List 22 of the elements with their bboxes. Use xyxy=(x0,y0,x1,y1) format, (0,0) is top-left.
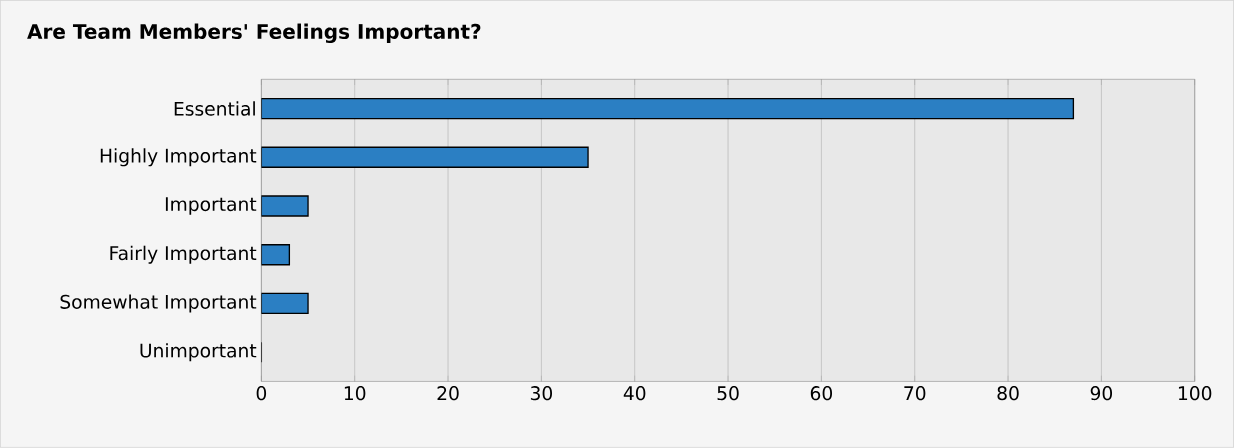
bar xyxy=(261,98,1075,120)
y-tick-label: Unimportant xyxy=(140,343,257,362)
chart-title: Are Team Members' Feelings Important? xyxy=(27,23,481,44)
bar xyxy=(261,146,589,169)
x-tick-label: 10 xyxy=(344,386,366,401)
x-tick-label: 50 xyxy=(717,386,739,401)
y-tick-label: Highly Important xyxy=(100,148,257,167)
x-tick-label: 90 xyxy=(1090,386,1113,401)
x-tick-label: 40 xyxy=(623,386,646,401)
y-tick-label: Fairly Important xyxy=(110,245,257,264)
x-tick-label: 30 xyxy=(530,386,553,401)
x-tick-label: 100 xyxy=(1178,386,1212,401)
x-tick-label: 70 xyxy=(904,386,926,401)
y-tick-label: Important xyxy=(165,197,257,215)
x-tick-label: 20 xyxy=(437,386,459,401)
x-tick-label: 80 xyxy=(997,386,1019,401)
y-tick-label: Somewhat Important xyxy=(60,294,257,313)
y-tick-label: Essential xyxy=(174,101,255,116)
x-tick-label: 0 xyxy=(256,386,267,401)
bar xyxy=(261,244,291,266)
x-tick-label: 60 xyxy=(810,386,833,401)
bar xyxy=(261,292,309,315)
